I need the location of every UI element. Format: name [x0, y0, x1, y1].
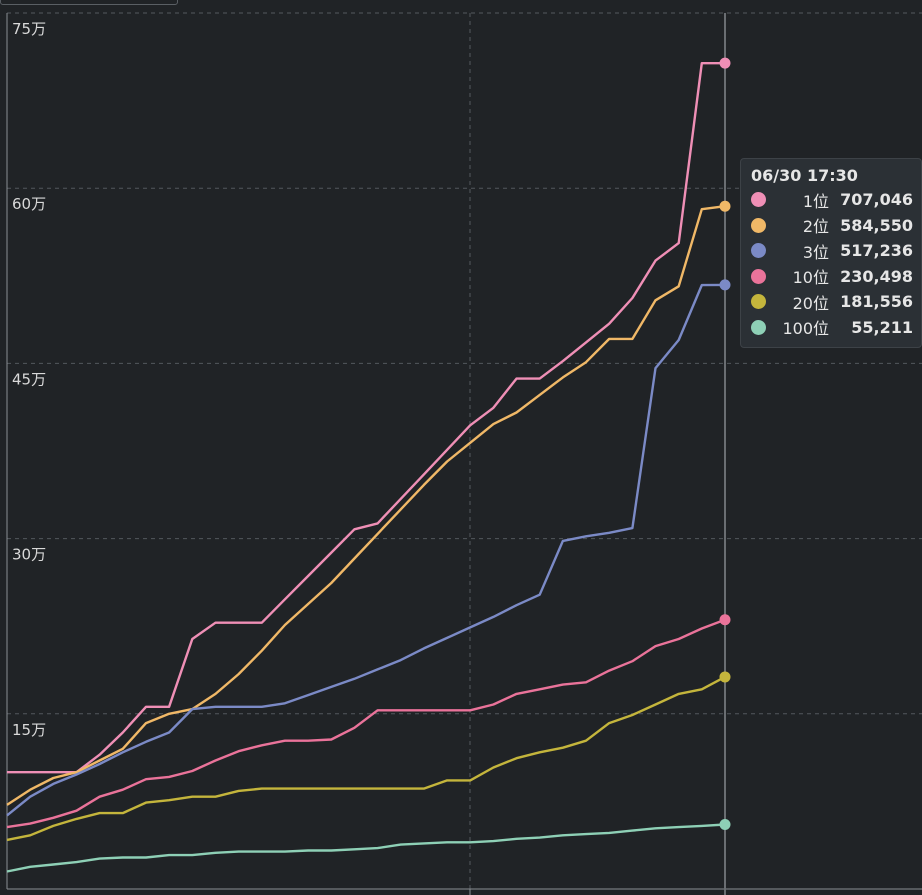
- series-marker-3: [719, 614, 731, 626]
- hover-markers: [719, 57, 731, 831]
- series-marker-1: [719, 200, 731, 212]
- series-line-2: [6, 283, 726, 817]
- y-tick-label-1: 30万: [12, 546, 46, 564]
- tooltip-row-1: 2位 584,550: [751, 213, 913, 239]
- y-tick-label-4: 75万: [12, 20, 46, 38]
- tooltip-rank: 20位: [792, 293, 829, 313]
- y-tick-label-2: 45万: [12, 370, 46, 388]
- legend-dot-icon: [751, 268, 766, 284]
- y-axis-labels: 15万 30万 45万 60万 75万: [12, 20, 46, 739]
- grid-lines: [7, 12, 922, 889]
- axes: [6, 13, 922, 895]
- legend-dot-icon: [751, 243, 766, 259]
- series-line-4: [6, 675, 726, 842]
- legend-dot-icon: [751, 294, 766, 310]
- chart-toolbar-edge: [0, 0, 178, 5]
- series-lines: [6, 62, 726, 873]
- series-marker-5: [719, 819, 731, 831]
- tooltip-rank: 100位: [782, 319, 829, 339]
- series-line-1: [6, 205, 726, 806]
- tooltip-value: 230,498: [840, 266, 913, 286]
- tooltip-value: 517,236: [840, 241, 913, 261]
- series-line-0: [7, 62, 725, 774]
- tooltip-row-0: 1位 707,046: [751, 187, 913, 213]
- tooltip-value: 707,046: [840, 190, 913, 210]
- tooltip-row-3: 10位 230,498: [751, 264, 913, 290]
- tooltip-rank: 3位: [802, 242, 829, 262]
- tooltip-row-2: 3位 517,236: [751, 238, 913, 264]
- y-tick-label-0: 15万: [12, 721, 46, 739]
- tooltip-rank: 10位: [792, 268, 829, 288]
- tooltip: 06/30 17:30 1位 707,046 2位 584,550 3位 517,236 1…: [740, 158, 922, 348]
- legend-dot-icon: [751, 192, 766, 208]
- tooltip-value: 55,211: [851, 317, 913, 337]
- series-marker-2: [719, 279, 731, 291]
- tooltip-rows: 1位 707,046 2位 584,550 3位 517,236 10位 230,498 20位…: [751, 187, 913, 340]
- tooltip-row-5: 100位 55,211: [751, 315, 913, 341]
- tooltip-value: 181,556: [840, 292, 913, 312]
- series-line-3: [6, 618, 726, 829]
- tooltip-row-4: 20位 181,556: [751, 289, 913, 315]
- series-line-5: [6, 823, 726, 873]
- series-marker-0: [719, 57, 731, 69]
- tooltip-title: 06/30 17:30: [751, 166, 858, 185]
- y-tick-label-3: 60万: [12, 195, 46, 213]
- legend-dot-icon: [751, 217, 766, 233]
- series-marker-4: [719, 671, 731, 683]
- tooltip-rank: 2位: [802, 217, 829, 237]
- tooltip-value: 584,550: [840, 215, 913, 235]
- legend-dot-icon: [751, 319, 766, 335]
- tooltip-rank: 1位: [802, 191, 829, 211]
